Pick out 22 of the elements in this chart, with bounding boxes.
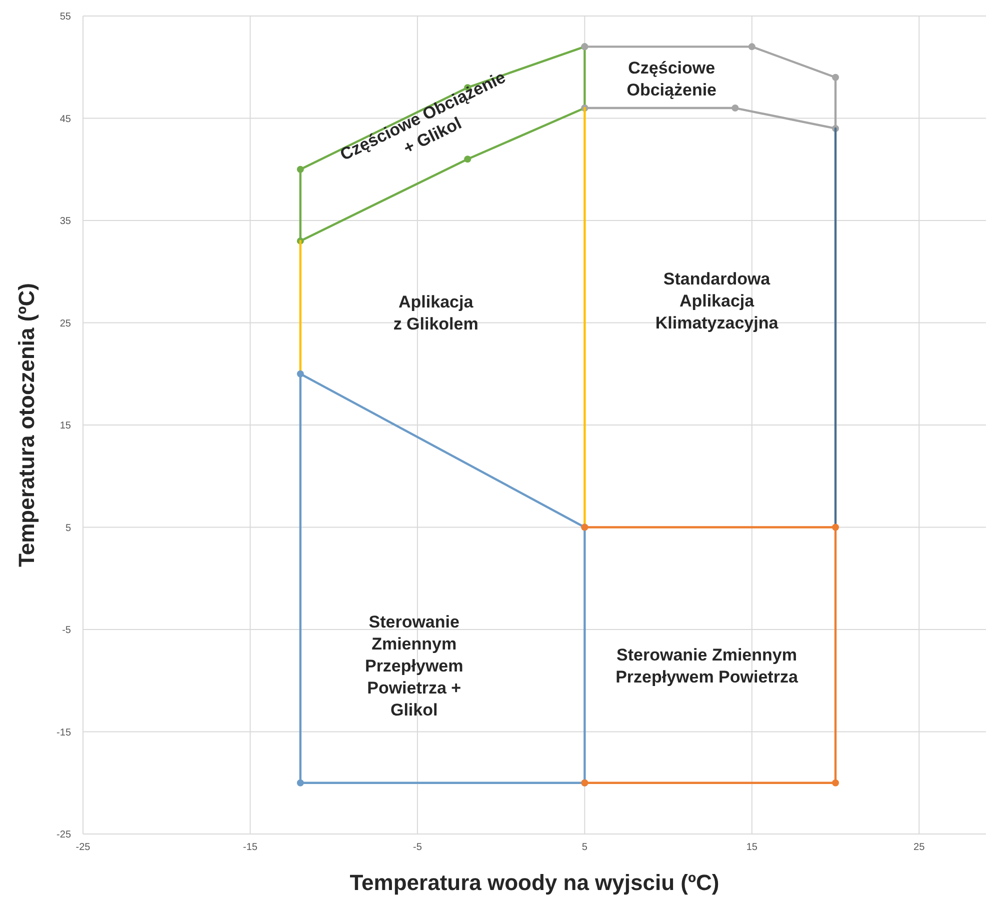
annotation: Częściowe Obciążenie xyxy=(626,58,717,100)
y-axis-title: Temperatura otoczenia (ºC) xyxy=(14,283,39,567)
x-tick-label: -25 xyxy=(76,842,91,853)
x-tick-label: 25 xyxy=(914,842,926,853)
x-tick-label: -5 xyxy=(412,842,422,853)
y-tick-label: 45 xyxy=(60,114,72,125)
y-tick-label: 25 xyxy=(60,318,72,330)
annotation: Aplikacja z Glikolem xyxy=(393,292,478,334)
y-tick-label: -5 xyxy=(62,625,72,636)
y-tick-label: 35 xyxy=(60,216,72,227)
x-tick-label: 15 xyxy=(746,842,758,853)
y-tick-label: -15 xyxy=(56,727,72,738)
annotation: Standardowa Aplikacja Klimatyzacyjna xyxy=(655,269,779,332)
y-tick-label: -25 xyxy=(56,830,72,840)
y-tick-label: 5 xyxy=(65,522,72,534)
y-tick-label: 15 xyxy=(60,420,72,432)
x-tick-label: -15 xyxy=(242,842,258,853)
annotation: Sterowanie Zmiennym Przepływem Powietrza xyxy=(616,645,798,686)
x-axis-title: Temperatura woody na wyjsciu (ºC) xyxy=(350,870,720,895)
annotation: Sterowanie Zmiennym Przepływem Powietrza + Glikol xyxy=(364,612,464,720)
x-tick-label: 5 xyxy=(582,842,588,853)
y-tick-label: 55 xyxy=(60,12,72,22)
